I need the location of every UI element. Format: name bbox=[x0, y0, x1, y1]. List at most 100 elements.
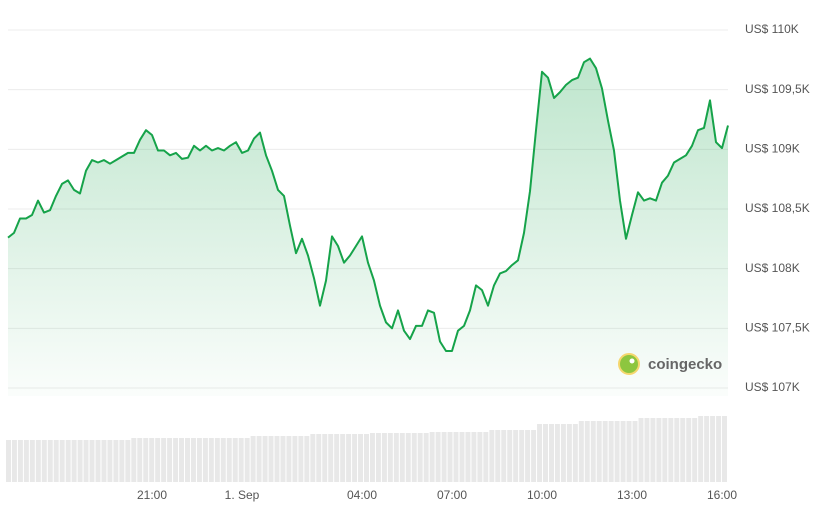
volume-bar bbox=[453, 432, 459, 482]
volume-bar bbox=[185, 438, 190, 482]
volume-bar bbox=[53, 440, 59, 482]
volume-bar bbox=[298, 436, 304, 482]
volume-bar bbox=[572, 424, 578, 482]
volume-bar bbox=[316, 434, 322, 482]
volume-bar bbox=[190, 438, 196, 482]
volume-bar bbox=[614, 421, 620, 482]
volume-bar bbox=[483, 432, 489, 482]
volume-bar bbox=[519, 430, 525, 482]
x-tick-label: 21:00 bbox=[137, 488, 167, 502]
volume-bar bbox=[167, 438, 173, 482]
volume-bar bbox=[435, 432, 441, 482]
volume-bar bbox=[513, 430, 519, 482]
volume-bar bbox=[369, 433, 375, 482]
volume-bar bbox=[155, 438, 161, 482]
volume-bar bbox=[375, 433, 381, 482]
volume-bar bbox=[244, 438, 250, 482]
volume-bar bbox=[364, 434, 369, 482]
volume-bar bbox=[447, 432, 453, 482]
volume-bar bbox=[680, 418, 686, 482]
volume-bar bbox=[620, 421, 626, 482]
volume-bar bbox=[77, 440, 83, 482]
volume-bar bbox=[328, 434, 334, 482]
volume-bar bbox=[322, 434, 328, 482]
volume-bar bbox=[268, 436, 274, 482]
volume-bar bbox=[161, 438, 167, 482]
volume-bar bbox=[95, 440, 101, 482]
volume-bar bbox=[554, 424, 560, 482]
volume-bar bbox=[17, 440, 23, 482]
volume-bar bbox=[501, 430, 507, 482]
volume-bar bbox=[560, 424, 566, 482]
volume-bar bbox=[23, 440, 29, 482]
volume-bar bbox=[525, 430, 531, 482]
y-tick-label: US$ 108K bbox=[745, 261, 800, 275]
x-tick-label: 10:00 bbox=[527, 488, 557, 502]
watermark-logo-eye bbox=[629, 358, 635, 364]
x-tick-label: 13:00 bbox=[617, 488, 647, 502]
volume-bar bbox=[393, 433, 399, 482]
volume-bar bbox=[214, 438, 220, 482]
volume-bar bbox=[566, 424, 572, 482]
volume-bar bbox=[220, 438, 226, 482]
volume-bar bbox=[143, 438, 149, 482]
volume-bar bbox=[11, 440, 17, 482]
volume-bar bbox=[602, 421, 608, 482]
volume-bar bbox=[65, 440, 71, 482]
x-tick-label: 1. Sep bbox=[225, 488, 260, 502]
volume-bar bbox=[346, 434, 352, 482]
volume-bar bbox=[35, 440, 41, 482]
volume-bar bbox=[137, 438, 143, 482]
volume-bar bbox=[459, 432, 465, 482]
volume-bar bbox=[548, 424, 554, 482]
x-tick-label: 04:00 bbox=[347, 488, 377, 502]
volume-bar bbox=[89, 440, 95, 482]
volume-bar bbox=[29, 440, 35, 482]
x-tick-label: 16:00 bbox=[707, 488, 737, 502]
volume-bar bbox=[441, 432, 447, 482]
y-tick-label: US$ 108,5K bbox=[745, 201, 810, 215]
volume-bar bbox=[716, 416, 722, 482]
volume-bar bbox=[131, 438, 137, 482]
volume-bar bbox=[179, 438, 185, 482]
background-layer bbox=[6, 29, 728, 482]
volume-bar bbox=[465, 432, 471, 482]
volume-bar bbox=[704, 416, 710, 482]
y-tick-label: US$ 109K bbox=[745, 142, 800, 156]
volume-bar bbox=[650, 418, 656, 482]
y-tick-label: US$ 109,5K bbox=[745, 82, 810, 96]
volume-bar bbox=[387, 433, 393, 482]
volume-bar bbox=[274, 436, 280, 482]
volume-bar bbox=[417, 433, 423, 482]
volume-bar bbox=[47, 440, 53, 482]
price-line bbox=[7, 57, 729, 352]
y-tick-label: US$ 107K bbox=[745, 380, 800, 394]
x-tick-label: 07:00 bbox=[437, 488, 467, 502]
volume-bar bbox=[495, 430, 501, 482]
volume-bar bbox=[644, 418, 650, 482]
volume-bar bbox=[429, 432, 435, 482]
volume-bar bbox=[656, 418, 662, 482]
volume-bar bbox=[686, 418, 692, 482]
volume-bar bbox=[358, 434, 364, 482]
volume-bar bbox=[710, 416, 716, 482]
volume-bar bbox=[590, 421, 596, 482]
volume-bar bbox=[578, 421, 584, 482]
y-tick-label: US$ 110K bbox=[745, 22, 799, 36]
watermark-text: coingecko bbox=[648, 356, 722, 373]
volume-bar bbox=[507, 430, 513, 482]
volume-bar bbox=[334, 434, 340, 482]
volume-bar bbox=[83, 440, 89, 482]
volume-bar bbox=[638, 418, 644, 482]
volume-bar bbox=[292, 436, 298, 482]
volume-bar bbox=[692, 418, 698, 482]
volume-bar bbox=[543, 424, 548, 482]
volume-bar bbox=[226, 438, 232, 482]
volume-bar bbox=[489, 430, 495, 482]
volume-bar bbox=[6, 440, 11, 482]
volume-bar bbox=[59, 440, 65, 482]
volume-bar bbox=[125, 440, 131, 482]
volume-bar bbox=[41, 440, 47, 482]
